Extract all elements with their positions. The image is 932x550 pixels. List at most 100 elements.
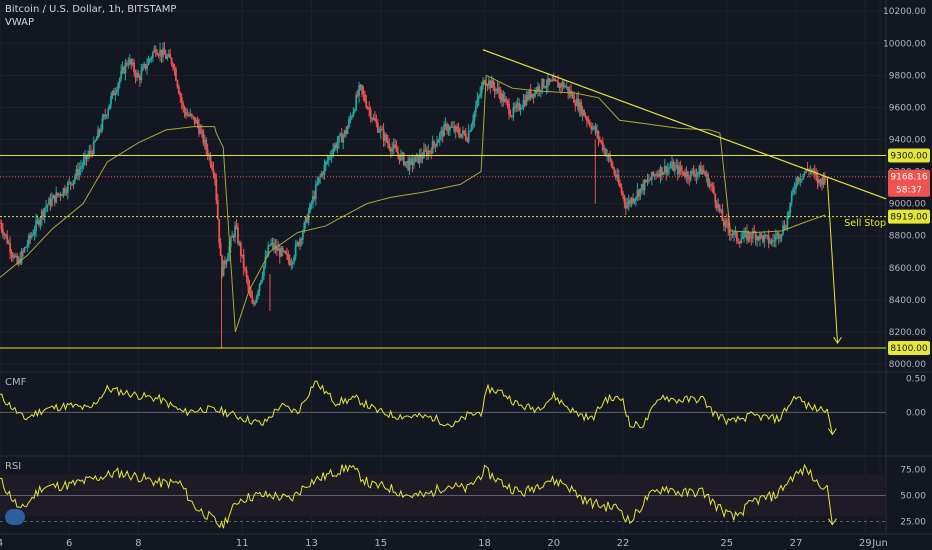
candle-body bbox=[239, 243, 242, 256]
candle-body bbox=[381, 128, 384, 130]
last-price-box bbox=[888, 169, 930, 197]
candle-body bbox=[316, 182, 319, 185]
x-tick-label: 20 bbox=[547, 538, 560, 549]
candle-body bbox=[38, 219, 40, 225]
candle-body bbox=[627, 200, 630, 205]
candle-body bbox=[271, 242, 274, 244]
candle-body bbox=[681, 170, 683, 172]
candle-body bbox=[506, 100, 509, 104]
candle-body bbox=[297, 242, 300, 246]
candle-body bbox=[39, 219, 42, 225]
candle-body bbox=[474, 106, 477, 113]
candle-body bbox=[0, 222, 1, 224]
candle-body bbox=[33, 231, 36, 235]
candle-body bbox=[198, 124, 200, 134]
candle-body bbox=[467, 131, 470, 142]
candle-body bbox=[805, 169, 808, 173]
candle-body bbox=[796, 177, 799, 185]
candle-body bbox=[451, 126, 454, 128]
candle-body bbox=[564, 86, 567, 88]
candle-body bbox=[164, 54, 167, 59]
level-label-box bbox=[888, 209, 930, 224]
tradingview-logo-icon[interactable] bbox=[5, 509, 25, 525]
candle-body bbox=[609, 154, 611, 160]
candle-body bbox=[786, 215, 789, 229]
candle-body bbox=[672, 162, 675, 172]
candle-body bbox=[590, 125, 593, 130]
candle-body bbox=[304, 217, 307, 223]
rsi-title[interactable]: RSI bbox=[5, 461, 22, 472]
price-axis: 8000.00 8200.00 8400.00 8600.00 8800.00 9000.… bbox=[883, 7, 930, 528]
candle-body bbox=[431, 141, 434, 154]
candle-body bbox=[496, 87, 499, 90]
candle-body bbox=[312, 196, 314, 204]
candle-body bbox=[23, 247, 26, 252]
candle-body bbox=[258, 284, 261, 292]
candle-body bbox=[407, 161, 410, 170]
candle-body bbox=[816, 175, 819, 184]
candle-body bbox=[648, 179, 650, 181]
candle-body bbox=[387, 141, 389, 144]
candle-body bbox=[565, 86, 568, 88]
candle-body bbox=[525, 95, 528, 106]
candle-body bbox=[385, 134, 388, 142]
candle-body bbox=[81, 165, 84, 168]
candle-body bbox=[626, 204, 629, 208]
candle-body bbox=[49, 198, 52, 206]
candle-body bbox=[113, 90, 115, 96]
candle-body bbox=[229, 237, 232, 247]
candle-body bbox=[46, 204, 49, 207]
candle-body bbox=[600, 140, 603, 143]
candle-body bbox=[235, 225, 238, 228]
candle-body bbox=[717, 204, 720, 208]
candle-body bbox=[503, 98, 506, 103]
x-tick-label: Jun bbox=[871, 538, 888, 549]
candle-body bbox=[730, 234, 733, 236]
candle-body bbox=[149, 58, 151, 60]
candle-body bbox=[479, 93, 482, 97]
candle-body bbox=[133, 62, 136, 73]
candle-body bbox=[766, 234, 769, 236]
candle-body bbox=[58, 193, 61, 196]
candle-body bbox=[388, 143, 391, 149]
candle-body bbox=[412, 162, 415, 166]
candle-body bbox=[356, 94, 359, 96]
candle-body bbox=[192, 115, 195, 117]
candle-body bbox=[110, 96, 112, 105]
candle-body bbox=[611, 165, 614, 169]
candle-body bbox=[376, 123, 379, 133]
candle-body bbox=[368, 107, 371, 110]
candle-body bbox=[221, 255, 223, 277]
candle-body bbox=[676, 164, 679, 174]
candle-body bbox=[632, 198, 634, 203]
y-tick-label: 9000.00 bbox=[889, 200, 926, 210]
cmf-title[interactable]: CMF bbox=[5, 377, 27, 388]
candle-body bbox=[218, 219, 221, 244]
candle-body bbox=[313, 196, 316, 199]
candle-body bbox=[512, 107, 515, 117]
cmf-line bbox=[0, 380, 828, 429]
vwap-indicator-label[interactable]: VWAP bbox=[5, 17, 35, 28]
candle-body bbox=[167, 53, 170, 57]
candle-body bbox=[490, 80, 493, 89]
candle-body bbox=[725, 220, 728, 223]
candle-body bbox=[731, 234, 734, 236]
symbol-title[interactable]: Bitcoin / U.S. Dollar, 1h, BITSTAMP bbox=[5, 4, 177, 15]
candle-body bbox=[222, 260, 225, 277]
candle-body bbox=[689, 170, 692, 180]
candle-body bbox=[511, 116, 513, 118]
y-tick-label: 8400.00 bbox=[889, 296, 926, 306]
candle-body bbox=[640, 184, 643, 189]
candle-body bbox=[747, 232, 750, 241]
candle-body bbox=[212, 168, 215, 174]
last-price-label: 9168.16 bbox=[890, 173, 927, 183]
candle-body bbox=[705, 174, 708, 176]
candle-body bbox=[241, 254, 244, 256]
candle-body bbox=[323, 164, 326, 175]
candle-body bbox=[740, 239, 743, 244]
candle-body bbox=[723, 221, 725, 227]
candle-body bbox=[428, 150, 431, 152]
candle-body bbox=[100, 129, 102, 132]
